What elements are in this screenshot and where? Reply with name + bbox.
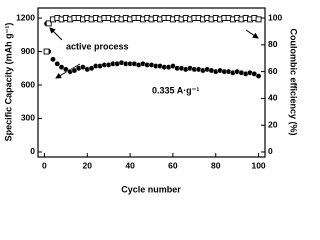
chart: Cycle number Specific Capacity (mAh g⁻¹)… — [3, 7, 299, 194]
capacity-point — [50, 56, 56, 63]
annotation: 0.335 A·g⁻¹ — [152, 85, 199, 95]
efficiency-point — [255, 16, 262, 23]
efficiency-point — [45, 20, 52, 27]
y-tick-label: 300 — [21, 113, 35, 123]
y-tick-label: 0 — [30, 146, 35, 156]
y2-tick-label: 80 — [268, 39, 278, 49]
y2-tick-label: 60 — [268, 66, 278, 76]
y2-tick-label: 40 — [268, 93, 278, 103]
y2-axis-label: Coulombic efficiency (%) — [289, 28, 299, 135]
arrow — [245, 29, 259, 39]
efficiency-point — [43, 48, 50, 55]
capacity-point — [54, 61, 61, 67]
y-tick-label: 1200 — [16, 12, 35, 22]
y2-tick-label: 100 — [268, 12, 282, 22]
y2-tick-label: 20 — [268, 119, 278, 129]
y2-tick-label: 0 — [268, 146, 273, 156]
plot-frame — [37, 7, 266, 158]
x-tick-label: 60 — [168, 160, 178, 170]
y-axis-label: Specific Capacity (mAh g⁻¹) — [3, 23, 13, 142]
x-tick-label: 80 — [211, 160, 221, 170]
annotation: active process — [66, 41, 129, 51]
x-tick-label: 20 — [83, 160, 93, 170]
x-axis-label: Cycle number — [121, 184, 181, 194]
x-tick-label: 100 — [251, 160, 265, 170]
page: {"chart_data": {"type": "scatter", "xlab… — [3, 7, 299, 195]
y-tick-label: 900 — [21, 46, 35, 56]
capacity-point — [255, 73, 262, 79]
x-tick-label: 40 — [125, 160, 135, 170]
x-tick-label: 0 — [42, 160, 47, 170]
arrow — [49, 27, 63, 41]
y-tick-label: 600 — [21, 79, 35, 89]
